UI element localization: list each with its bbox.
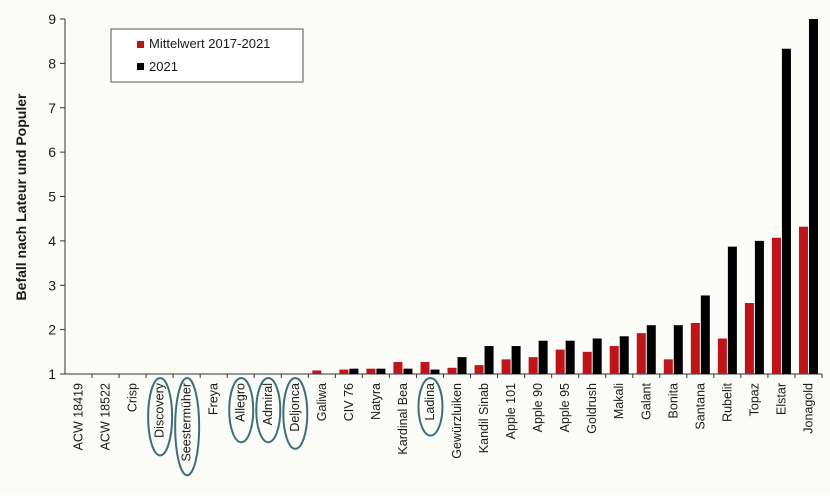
x-tick-label-topaz: Topaz xyxy=(747,383,761,416)
x-tick-label-discovery: Discovery xyxy=(153,382,167,438)
bar-mittelwert-2017-2021-apple-101 xyxy=(501,359,511,374)
bar-mittelwert-2017-2021-kandil-sinab xyxy=(474,365,484,374)
y-tick-label: 1 xyxy=(48,366,56,382)
bar-2021-santana xyxy=(700,295,710,374)
x-tick-label-apple-90: Apple 90 xyxy=(531,383,545,432)
x-tick-label-makali: Makali xyxy=(612,383,626,419)
x-tick-label-rubelit: Rubelit xyxy=(720,382,734,421)
bar-mittelwert-2017-2021-elstar xyxy=(771,237,781,374)
bar-2021-natyra xyxy=(376,368,386,374)
bar-2021-jonagold xyxy=(808,19,818,374)
x-tick-label-natyra: Natyra xyxy=(369,383,383,420)
x-tick-label-santana: Santana xyxy=(693,383,707,430)
bar-2021-makali xyxy=(619,336,629,374)
x-tick-label-goldrush: Goldrush xyxy=(585,383,599,434)
x-tick-label-apple-95: Apple 95 xyxy=(558,383,572,432)
bar-2021-galant xyxy=(646,325,656,374)
legend-swatch-2021 xyxy=(137,63,144,70)
y-tick-label: 9 xyxy=(48,11,56,27)
bar-mittelwert-2017-2021-apple-95 xyxy=(555,349,565,374)
bar-2021-apple-90 xyxy=(538,340,548,374)
y-tick-label: 5 xyxy=(48,189,56,205)
x-tick-label-elstar: Elstar xyxy=(774,383,788,415)
bar-2021-bonita xyxy=(673,325,683,374)
bar-mittelwert-2017-2021-jonagold xyxy=(798,226,808,374)
x-tick-label-ladina: Ladina xyxy=(423,383,437,421)
legend-label-2021: 2021 xyxy=(149,59,178,74)
bar-mittelwert-2017-2021-gew-rzluiken xyxy=(447,367,457,374)
bar-mittelwert-2017-2021-civ-76 xyxy=(339,369,349,374)
x-tick-label-allegro: Allegro xyxy=(234,383,248,422)
highlight-circle-discovery xyxy=(147,377,174,457)
x-tick-label-kardinal-bea: Kardinal Bea xyxy=(396,383,410,455)
x-tick-label-jonagold: Jonagold xyxy=(801,383,815,434)
bar-mittelwert-2017-2021-goldrush xyxy=(582,351,592,374)
legend-box xyxy=(110,28,304,83)
highlight-circle-allegro xyxy=(228,377,255,444)
bar-mittelwert-2017-2021-ladina xyxy=(420,362,430,374)
legend-label-mittelwert: Mittelwert 2017-2021 xyxy=(149,36,270,51)
y-tick-label: 8 xyxy=(48,55,56,71)
x-tick-label-freya: Freya xyxy=(207,383,221,415)
bar-2021-topaz xyxy=(754,240,764,374)
bar-mittelwert-2017-2021-kardinal-bea xyxy=(393,362,403,374)
x-tick-label-deljonca: Deljonca xyxy=(288,383,302,432)
legend-swatch-mittelwert xyxy=(137,41,144,48)
bar-mittelwert-2017-2021-rubelit xyxy=(717,338,727,374)
y-tick-label: 2 xyxy=(48,322,56,338)
highlight-circle-deljonca xyxy=(282,377,309,450)
y-tick-label: 4 xyxy=(48,233,56,249)
highlight-circle-seesterm-her xyxy=(174,377,201,477)
x-tick-label-acw-18419: ACW 18419 xyxy=(72,383,86,450)
x-tick-label-seesterm-her: Seestermüher xyxy=(180,383,194,462)
bar-2021-elstar xyxy=(781,48,791,374)
bar-mittelwert-2017-2021-topaz xyxy=(744,303,754,374)
x-tick-label-galiwa: Galiwa xyxy=(315,383,329,421)
bar-mittelwert-2017-2021-galiwa xyxy=(312,370,322,374)
bar-mittelwert-2017-2021-bonita xyxy=(663,359,673,374)
bar-2021-ladina xyxy=(430,369,440,374)
x-tick-label-galant: Galant xyxy=(639,382,653,419)
x-tick-label-acw-18522: ACW 18522 xyxy=(99,383,113,450)
bar-mittelwert-2017-2021-galant xyxy=(636,333,646,374)
bar-2021-kardinal-bea xyxy=(403,368,413,374)
highlight-circle-ladina xyxy=(417,377,444,437)
bar-mittelwert-2017-2021-apple-90 xyxy=(528,357,538,374)
y-tick-label: 7 xyxy=(48,100,56,116)
x-tick-label-kandil-sinab: Kandil Sinab xyxy=(477,383,491,453)
bar-2021-apple-101 xyxy=(511,346,521,374)
x-tick-label-crisp: Crisp xyxy=(126,383,140,412)
x-tick-label-bonita: Bonita xyxy=(666,383,680,418)
x-tick-label-civ-76: CIV 76 xyxy=(342,383,356,421)
y-tick-label: 6 xyxy=(48,144,56,160)
bar-mittelwert-2017-2021-makali xyxy=(609,346,619,374)
bar-2021-kandil-sinab xyxy=(484,346,494,374)
bar-mittelwert-2017-2021-natyra xyxy=(366,368,376,374)
y-axis-title: Befall nach Lateur und Populer xyxy=(13,93,29,300)
bar-2021-apple-95 xyxy=(565,340,575,374)
y-tick-label: 3 xyxy=(48,277,56,293)
bar-2021-rubelit xyxy=(727,246,737,374)
x-tick-label-apple-101: Apple 101 xyxy=(504,383,518,439)
bar-mittelwert-2017-2021-santana xyxy=(690,322,700,374)
x-tick-label-gew-rzluiken: Gewürzluiken xyxy=(450,383,464,459)
bar-2021-gew-rzluiken xyxy=(457,357,467,374)
bar-2021-goldrush xyxy=(592,338,602,374)
highlight-circle-admiral xyxy=(255,377,282,444)
x-tick-label-admiral: Admiral xyxy=(261,383,275,425)
bar-2021-civ-76 xyxy=(349,368,359,374)
